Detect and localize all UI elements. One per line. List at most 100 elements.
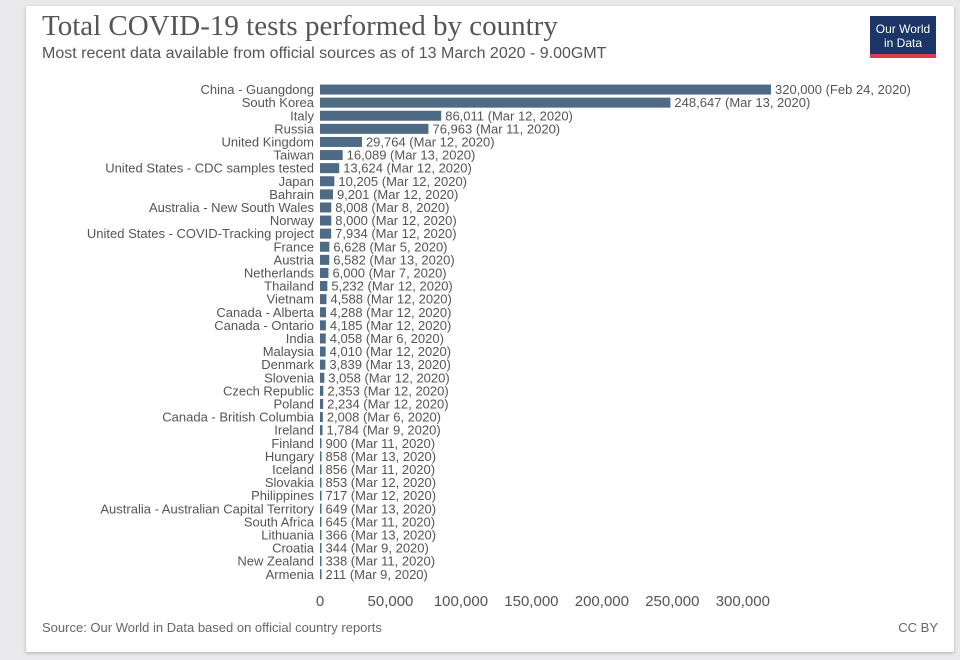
bar[interactable] bbox=[320, 215, 332, 226]
bar[interactable] bbox=[320, 372, 325, 383]
value-label: 1,784 (Mar 9, 2020) bbox=[327, 423, 441, 438]
category-label: Malaysia bbox=[263, 344, 315, 359]
bar[interactable] bbox=[320, 176, 335, 187]
source-note: Source: Our World in Data based on offic… bbox=[42, 620, 382, 635]
bar[interactable] bbox=[320, 477, 322, 488]
value-label: 3,839 (Mar 13, 2020) bbox=[329, 357, 450, 372]
bar[interactable] bbox=[320, 385, 324, 396]
bar[interactable] bbox=[320, 202, 332, 213]
bar[interactable] bbox=[320, 569, 322, 580]
category-label: Canada - British Columbia bbox=[162, 410, 315, 425]
x-tick-label: 200,000 bbox=[575, 593, 629, 610]
value-label: 5,232 (Mar 12, 2020) bbox=[331, 279, 452, 294]
value-label: 2,234 (Mar 12, 2020) bbox=[327, 396, 448, 411]
category-label: Ireland bbox=[274, 423, 314, 438]
bar[interactable] bbox=[320, 241, 330, 252]
value-label: 7,934 (Mar 12, 2020) bbox=[335, 226, 456, 241]
category-label: China - Guangdong bbox=[201, 82, 314, 97]
value-label: 4,010 (Mar 12, 2020) bbox=[330, 344, 451, 359]
bar[interactable] bbox=[320, 228, 332, 239]
value-label: 3,058 (Mar 12, 2020) bbox=[328, 370, 449, 385]
category-label: Russia bbox=[274, 121, 315, 136]
category-label: Canada - Ontario bbox=[214, 318, 314, 333]
bar[interactable] bbox=[320, 163, 340, 174]
bar[interactable] bbox=[320, 451, 322, 462]
chart-title: Total COVID-19 tests performed by countr… bbox=[42, 10, 558, 42]
category-label: Armenia bbox=[266, 567, 315, 582]
bar[interactable] bbox=[320, 136, 362, 147]
category-label: Austria bbox=[274, 252, 315, 267]
bar[interactable] bbox=[320, 110, 442, 121]
value-label: 6,628 (Mar 5, 2020) bbox=[333, 239, 447, 254]
bar[interactable] bbox=[320, 346, 326, 357]
category-label: New Zealand bbox=[237, 554, 314, 569]
bar[interactable] bbox=[320, 123, 429, 134]
category-label: United Kingdom bbox=[222, 134, 315, 149]
x-tick-label: 300,000 bbox=[716, 593, 770, 610]
bar[interactable] bbox=[320, 307, 327, 318]
chart-card: Total COVID-19 tests performed by countr… bbox=[26, 6, 954, 652]
bar[interactable] bbox=[320, 84, 771, 95]
bar[interactable] bbox=[320, 359, 326, 370]
bar[interactable] bbox=[320, 464, 322, 475]
category-label: Poland bbox=[274, 396, 314, 411]
value-label: 6,000 (Mar 7, 2020) bbox=[332, 265, 446, 280]
bar[interactable] bbox=[320, 543, 322, 554]
value-label: 900 (Mar 11, 2020) bbox=[326, 436, 436, 451]
owid-logo[interactable]: Our World in Data bbox=[870, 16, 936, 58]
value-label: 29,764 (Mar 12, 2020) bbox=[366, 134, 495, 149]
logo-line-2: in Data bbox=[883, 36, 923, 50]
category-label: Philippines bbox=[251, 488, 314, 503]
bar[interactable] bbox=[320, 254, 330, 265]
value-label: 338 (Mar 11, 2020) bbox=[326, 554, 436, 569]
bar[interactable] bbox=[320, 398, 324, 409]
value-label: 211 (Mar 9, 2020) bbox=[326, 567, 428, 582]
value-label: 4,058 (Mar 6, 2020) bbox=[330, 331, 444, 346]
category-label: Slovakia bbox=[265, 475, 315, 490]
category-label: Italy bbox=[290, 108, 314, 123]
bar[interactable] bbox=[320, 516, 322, 527]
bar[interactable] bbox=[320, 490, 322, 501]
value-label: 320,000 (Feb 24, 2020) bbox=[775, 82, 911, 97]
license-link[interactable]: CC BY bbox=[898, 620, 938, 635]
bar[interactable] bbox=[320, 333, 326, 344]
value-label: 645 (Mar 11, 2020) bbox=[326, 514, 436, 529]
value-label: 2,353 (Mar 12, 2020) bbox=[327, 383, 448, 398]
value-label: 6,582 (Mar 13, 2020) bbox=[333, 252, 454, 267]
category-label: France bbox=[274, 239, 314, 254]
chart-subtitle: Most recent data available from official… bbox=[42, 45, 607, 62]
category-label: South Korea bbox=[242, 95, 315, 110]
bar[interactable] bbox=[320, 320, 326, 331]
bar[interactable] bbox=[320, 503, 322, 514]
value-label: 76,963 (Mar 11, 2020) bbox=[432, 121, 560, 136]
bar[interactable] bbox=[320, 267, 329, 278]
bar[interactable] bbox=[320, 294, 327, 305]
value-label: 86,011 (Mar 12, 2020) bbox=[445, 108, 573, 123]
bar[interactable] bbox=[320, 150, 343, 161]
category-label: United States - CDC samples tested bbox=[105, 161, 314, 176]
category-label: India bbox=[286, 331, 315, 346]
value-label: 4,288 (Mar 12, 2020) bbox=[330, 305, 451, 320]
x-tick-label: 0 bbox=[316, 593, 324, 610]
bar[interactable] bbox=[320, 438, 322, 449]
x-tick-label: 50,000 bbox=[368, 593, 414, 610]
value-label: 649 (Mar 13, 2020) bbox=[326, 501, 437, 516]
value-label: 717 (Mar 12, 2020) bbox=[326, 488, 437, 503]
value-label: 10,205 (Mar 12, 2020) bbox=[338, 174, 467, 189]
bar[interactable] bbox=[320, 412, 323, 423]
bar-chart: China - Guangdong 320,000 (Feb 24, 2020) S… bbox=[87, 82, 911, 610]
category-label: Vietnam bbox=[267, 292, 314, 307]
bar[interactable] bbox=[320, 281, 328, 292]
value-label: 856 (Mar 11, 2020) bbox=[326, 462, 436, 477]
value-label: 366 (Mar 13, 2020) bbox=[326, 527, 437, 542]
value-label: 9,201 (Mar 12, 2020) bbox=[337, 187, 458, 202]
category-label: Czech Republic bbox=[223, 383, 315, 398]
category-label: Australia - New South Wales bbox=[149, 200, 314, 215]
bar[interactable] bbox=[320, 556, 322, 567]
bar[interactable] bbox=[320, 529, 322, 540]
bar[interactable] bbox=[320, 97, 671, 108]
bar[interactable] bbox=[320, 425, 323, 436]
value-label: 248,647 (Mar 13, 2020) bbox=[674, 95, 810, 110]
bar[interactable] bbox=[320, 189, 333, 200]
value-label: 13,624 (Mar 12, 2020) bbox=[343, 161, 472, 176]
